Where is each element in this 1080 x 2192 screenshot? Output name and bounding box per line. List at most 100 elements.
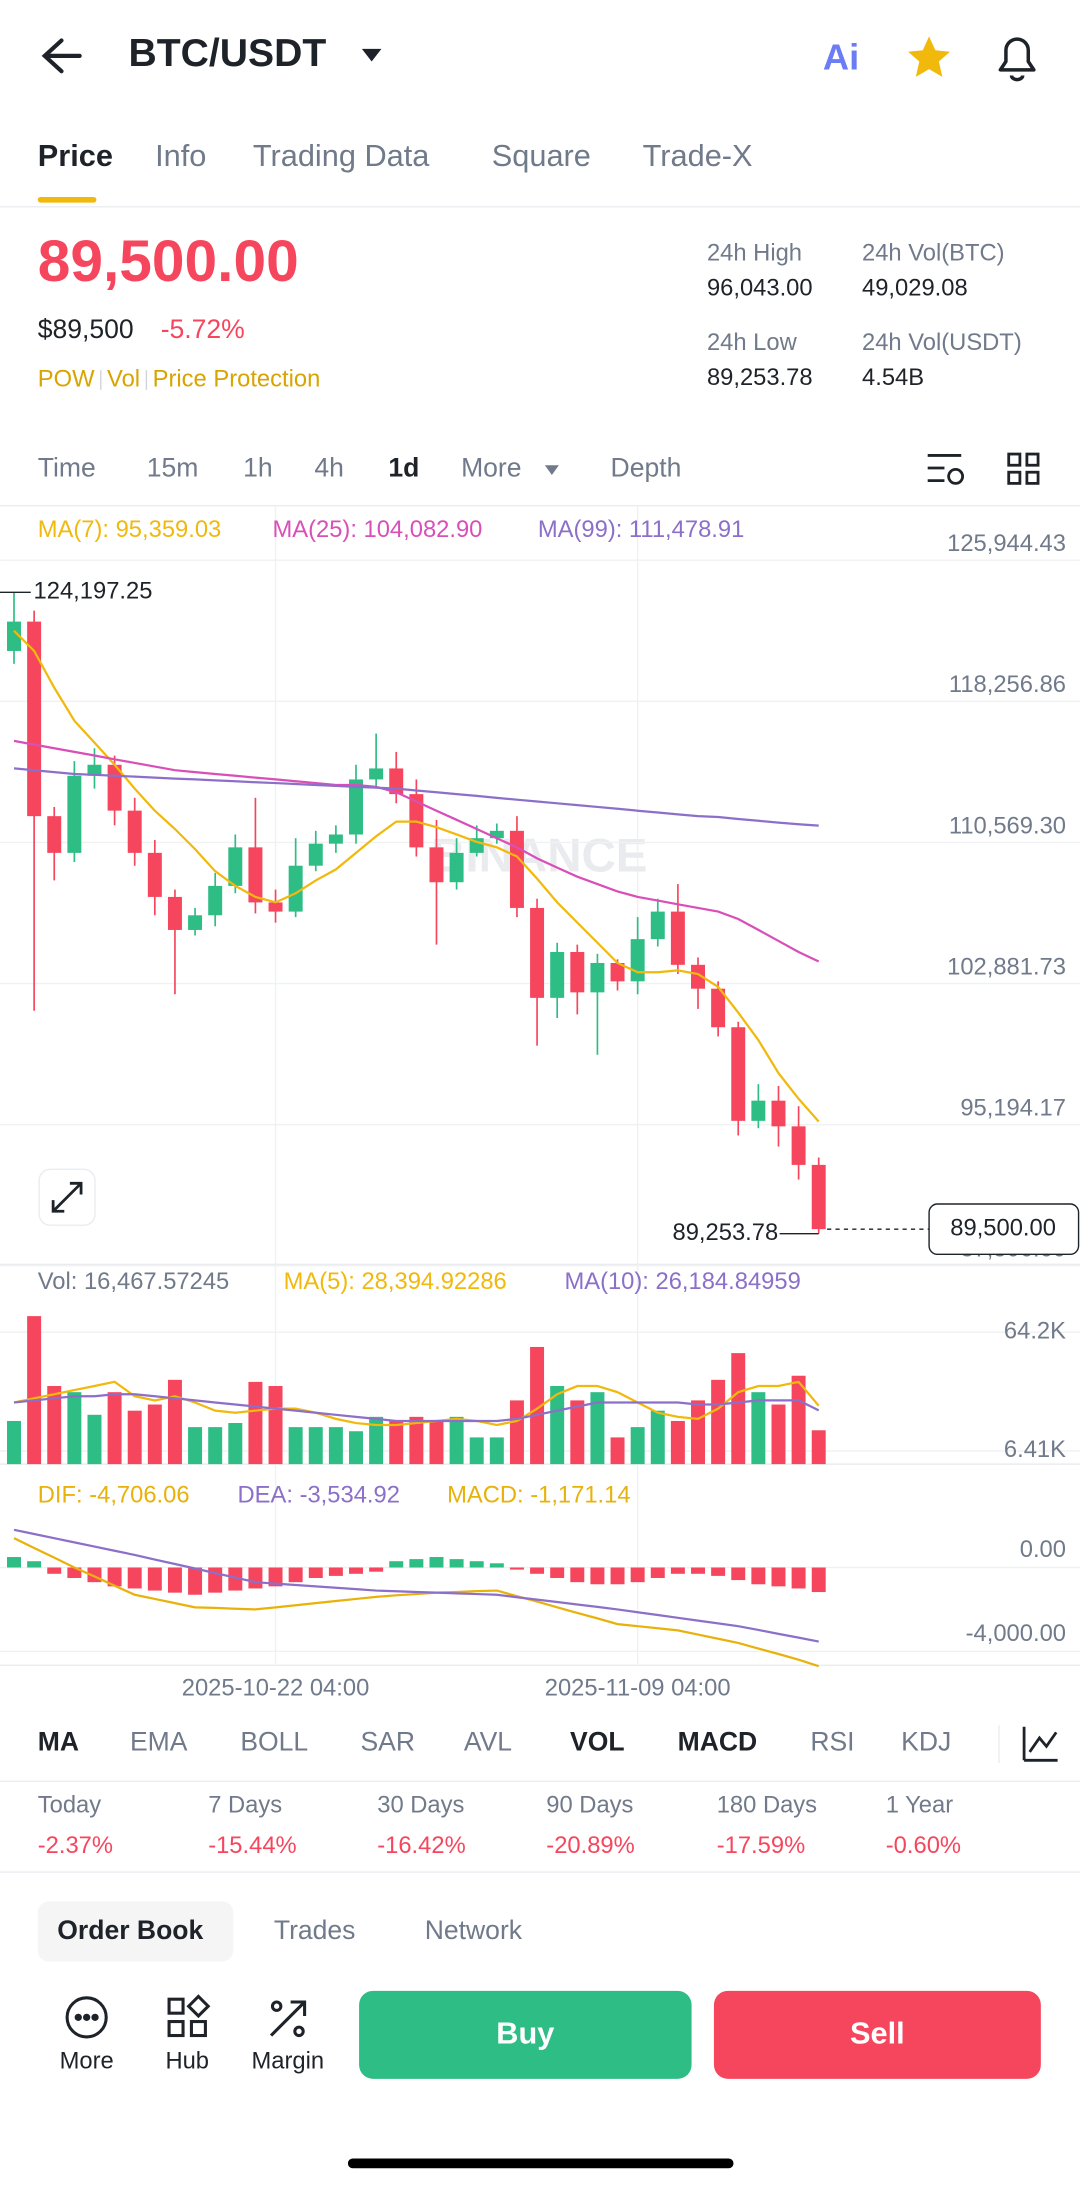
candle-body (630, 939, 645, 982)
buy-label[interactable]: Buy (496, 2016, 554, 2051)
pair-dropdown[interactable] (361, 48, 382, 62)
macd-line (13, 1528, 819, 1643)
volume-bar (731, 1353, 746, 1465)
favorite-icon[interactable] (908, 36, 951, 77)
legend: DEA: -3,534.92 (238, 1482, 400, 1509)
macd-bar (27, 1561, 42, 1568)
hub-icon[interactable] (167, 1994, 211, 2038)
volume-bar (308, 1427, 323, 1465)
volume-bar (328, 1427, 343, 1465)
book-tab[interactable]: Network (425, 1915, 523, 1945)
indicator-tab[interactable]: AVL (464, 1727, 512, 1757)
chart-type-icon[interactable] (1022, 1726, 1058, 1762)
book-tab[interactable]: Order Book (57, 1915, 203, 1945)
tab[interactable]: Price (38, 138, 113, 173)
volume-bar (590, 1392, 605, 1465)
period-change: -2.37% (38, 1832, 113, 1859)
interval[interactable]: 4h (314, 452, 344, 482)
volume-bar (288, 1427, 303, 1465)
layout-icon[interactable] (1007, 452, 1040, 485)
tab[interactable]: Trading Data (253, 138, 430, 173)
indicator-tab[interactable]: VOL (570, 1727, 625, 1757)
ai-icon[interactable]: Ai (823, 37, 859, 78)
back-button[interactable] (41, 38, 82, 74)
sell-label[interactable]: Sell (850, 2016, 905, 2051)
bell-icon[interactable] (998, 37, 1036, 82)
more-icon[interactable] (65, 1996, 108, 2039)
volume-bar (389, 1420, 404, 1465)
sell-button[interactable] (713, 1990, 1041, 2079)
y-tick-label: 118,256.86 (949, 671, 1066, 698)
legend: MA(7): 95,359.03 (38, 516, 222, 543)
ma-line (13, 629, 820, 1123)
macd-bar (590, 1567, 605, 1585)
y-tick-label: 110,569.30 (949, 812, 1066, 839)
interval[interactable]: Time (38, 452, 96, 482)
stat-label: 24h High (707, 240, 802, 267)
book-tab[interactable]: Trades (274, 1915, 356, 1945)
tab[interactable]: Trade-X (643, 138, 753, 173)
volume-bar (771, 1404, 786, 1465)
chart-settings-icon[interactable] (927, 454, 965, 485)
candle-body (711, 988, 726, 1028)
margin-icon[interactable] (269, 2000, 307, 2038)
y-tick-label: 125,944.43 (947, 530, 1066, 557)
volume-bar (87, 1414, 102, 1465)
macd-bar (570, 1567, 585, 1583)
volume-bar (570, 1400, 585, 1465)
macd-bar (469, 1561, 484, 1568)
action-label[interactable]: Margin (252, 2047, 325, 2074)
tag[interactable]: POW (38, 365, 95, 392)
legend: MACD: -1,171.14 (447, 1482, 630, 1509)
legend: MA(99): 111,478.91 (538, 516, 744, 543)
action-label[interactable]: Hub (165, 2047, 209, 2074)
indicator-tab[interactable]: RSI (810, 1727, 854, 1757)
legend: MA(10): 26,184.84959 (564, 1268, 800, 1295)
candle-body (489, 830, 504, 839)
action-label[interactable]: More (60, 2047, 114, 2074)
indicator-tab[interactable]: MACD (678, 1727, 758, 1757)
legend: DIF: -4,706.06 (38, 1482, 190, 1509)
volume-bar (469, 1437, 484, 1465)
macd-bar (67, 1567, 82, 1578)
buy-button[interactable] (359, 1990, 692, 2079)
macd-bar (248, 1567, 263, 1589)
volume-bar (107, 1392, 122, 1465)
interval[interactable]: More (461, 452, 521, 482)
indicator-tab[interactable]: BOLL (240, 1727, 308, 1757)
period-label: 90 Days (546, 1792, 633, 1819)
ma-line (13, 739, 820, 963)
volume-bar (670, 1420, 685, 1465)
candle-body (288, 865, 303, 912)
indicator-tab[interactable]: EMA (130, 1727, 188, 1757)
expand-button[interactable] (38, 1168, 96, 1226)
macd-bar (530, 1567, 545, 1574)
tag[interactable]: Price Protection (153, 365, 321, 392)
indicator-tab[interactable]: SAR (360, 1727, 415, 1757)
interval[interactable]: 1h (243, 452, 273, 482)
period-label: 180 Days (717, 1792, 817, 1819)
active-book-tab (37, 1901, 234, 1962)
interval[interactable]: 1d (388, 452, 419, 482)
candle-body (509, 830, 524, 908)
candle-body (691, 964, 705, 989)
interval[interactable]: 15m (147, 452, 199, 482)
candle-body (751, 1100, 766, 1121)
macd-bar (691, 1567, 705, 1574)
tag[interactable]: Vol (107, 365, 140, 392)
candle-body (228, 847, 243, 886)
period-change: -17.59% (717, 1832, 805, 1859)
usd-price: $89,500 (38, 314, 134, 344)
home-indicator (347, 2158, 734, 2169)
candle-body (268, 902, 283, 912)
interval[interactable]: Depth (611, 452, 682, 482)
indicator-tab[interactable]: MA (38, 1727, 79, 1757)
pair-title[interactable]: BTC/USDT (129, 32, 327, 75)
macd-bar (449, 1559, 464, 1568)
tab[interactable]: Info (155, 138, 206, 173)
candle-body (308, 843, 323, 866)
tab[interactable]: Square (492, 138, 591, 173)
volume-bar (27, 1316, 42, 1465)
indicator-tab[interactable]: KDJ (901, 1727, 951, 1757)
